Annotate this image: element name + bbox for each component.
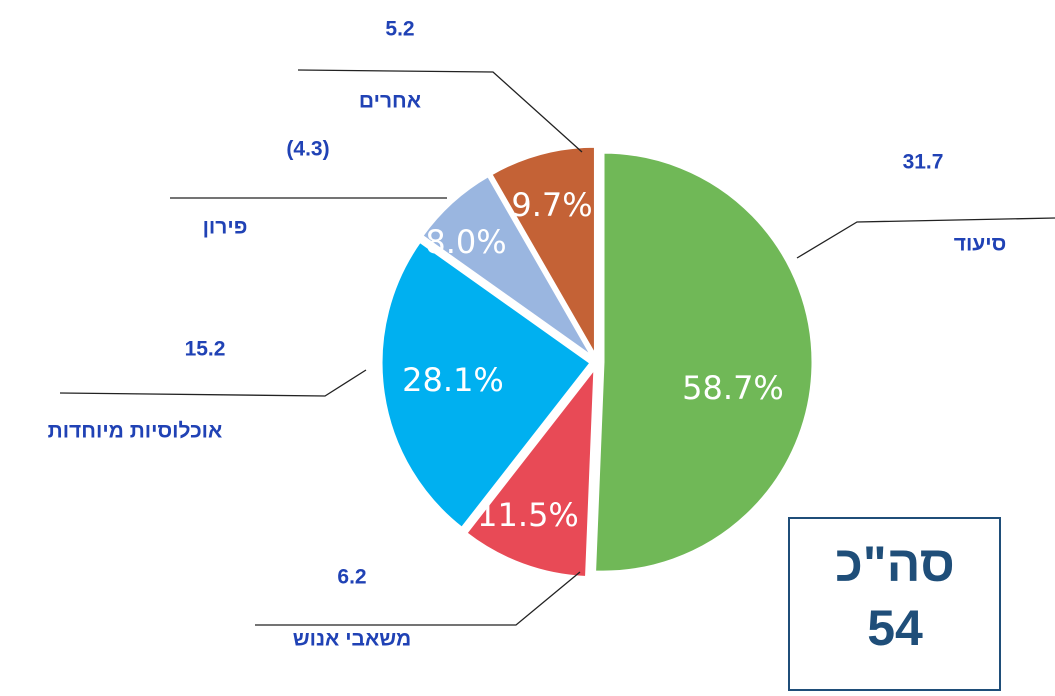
leader-line xyxy=(796,217,1055,259)
total-value: 54 xyxy=(867,600,923,656)
value-label: 5.2 xyxy=(385,18,414,41)
pie-slice xyxy=(593,150,815,574)
pie-slice xyxy=(463,363,597,580)
category-label: משאבי אנוש xyxy=(293,628,412,651)
pie-slice xyxy=(419,173,595,359)
category-label: אחרים xyxy=(359,90,421,113)
category-label: סיעוד xyxy=(954,233,1007,256)
percent-label: 11.5% xyxy=(477,496,579,534)
percent-label: 9.7% xyxy=(511,186,592,224)
pie-slice xyxy=(379,239,594,531)
pie-slice xyxy=(488,144,597,362)
leader-line xyxy=(255,571,581,626)
total-label: סה"כ xyxy=(835,536,955,592)
percent-label: 8.0% xyxy=(425,223,506,261)
percent-label: 28.1% xyxy=(402,361,504,399)
value-label: 6.2 xyxy=(337,566,366,589)
category-label: פירון xyxy=(203,216,248,239)
value-label: 31.7 xyxy=(903,151,944,174)
leader-line xyxy=(297,69,583,153)
value-label: (4.3) xyxy=(286,138,329,161)
value-label: 15.2 xyxy=(185,338,226,361)
leader-line xyxy=(59,369,367,397)
category-label: אוכלוסיות מיוחדות xyxy=(48,420,223,443)
percent-label: 58.7% xyxy=(682,369,784,407)
total-box xyxy=(788,517,1001,691)
